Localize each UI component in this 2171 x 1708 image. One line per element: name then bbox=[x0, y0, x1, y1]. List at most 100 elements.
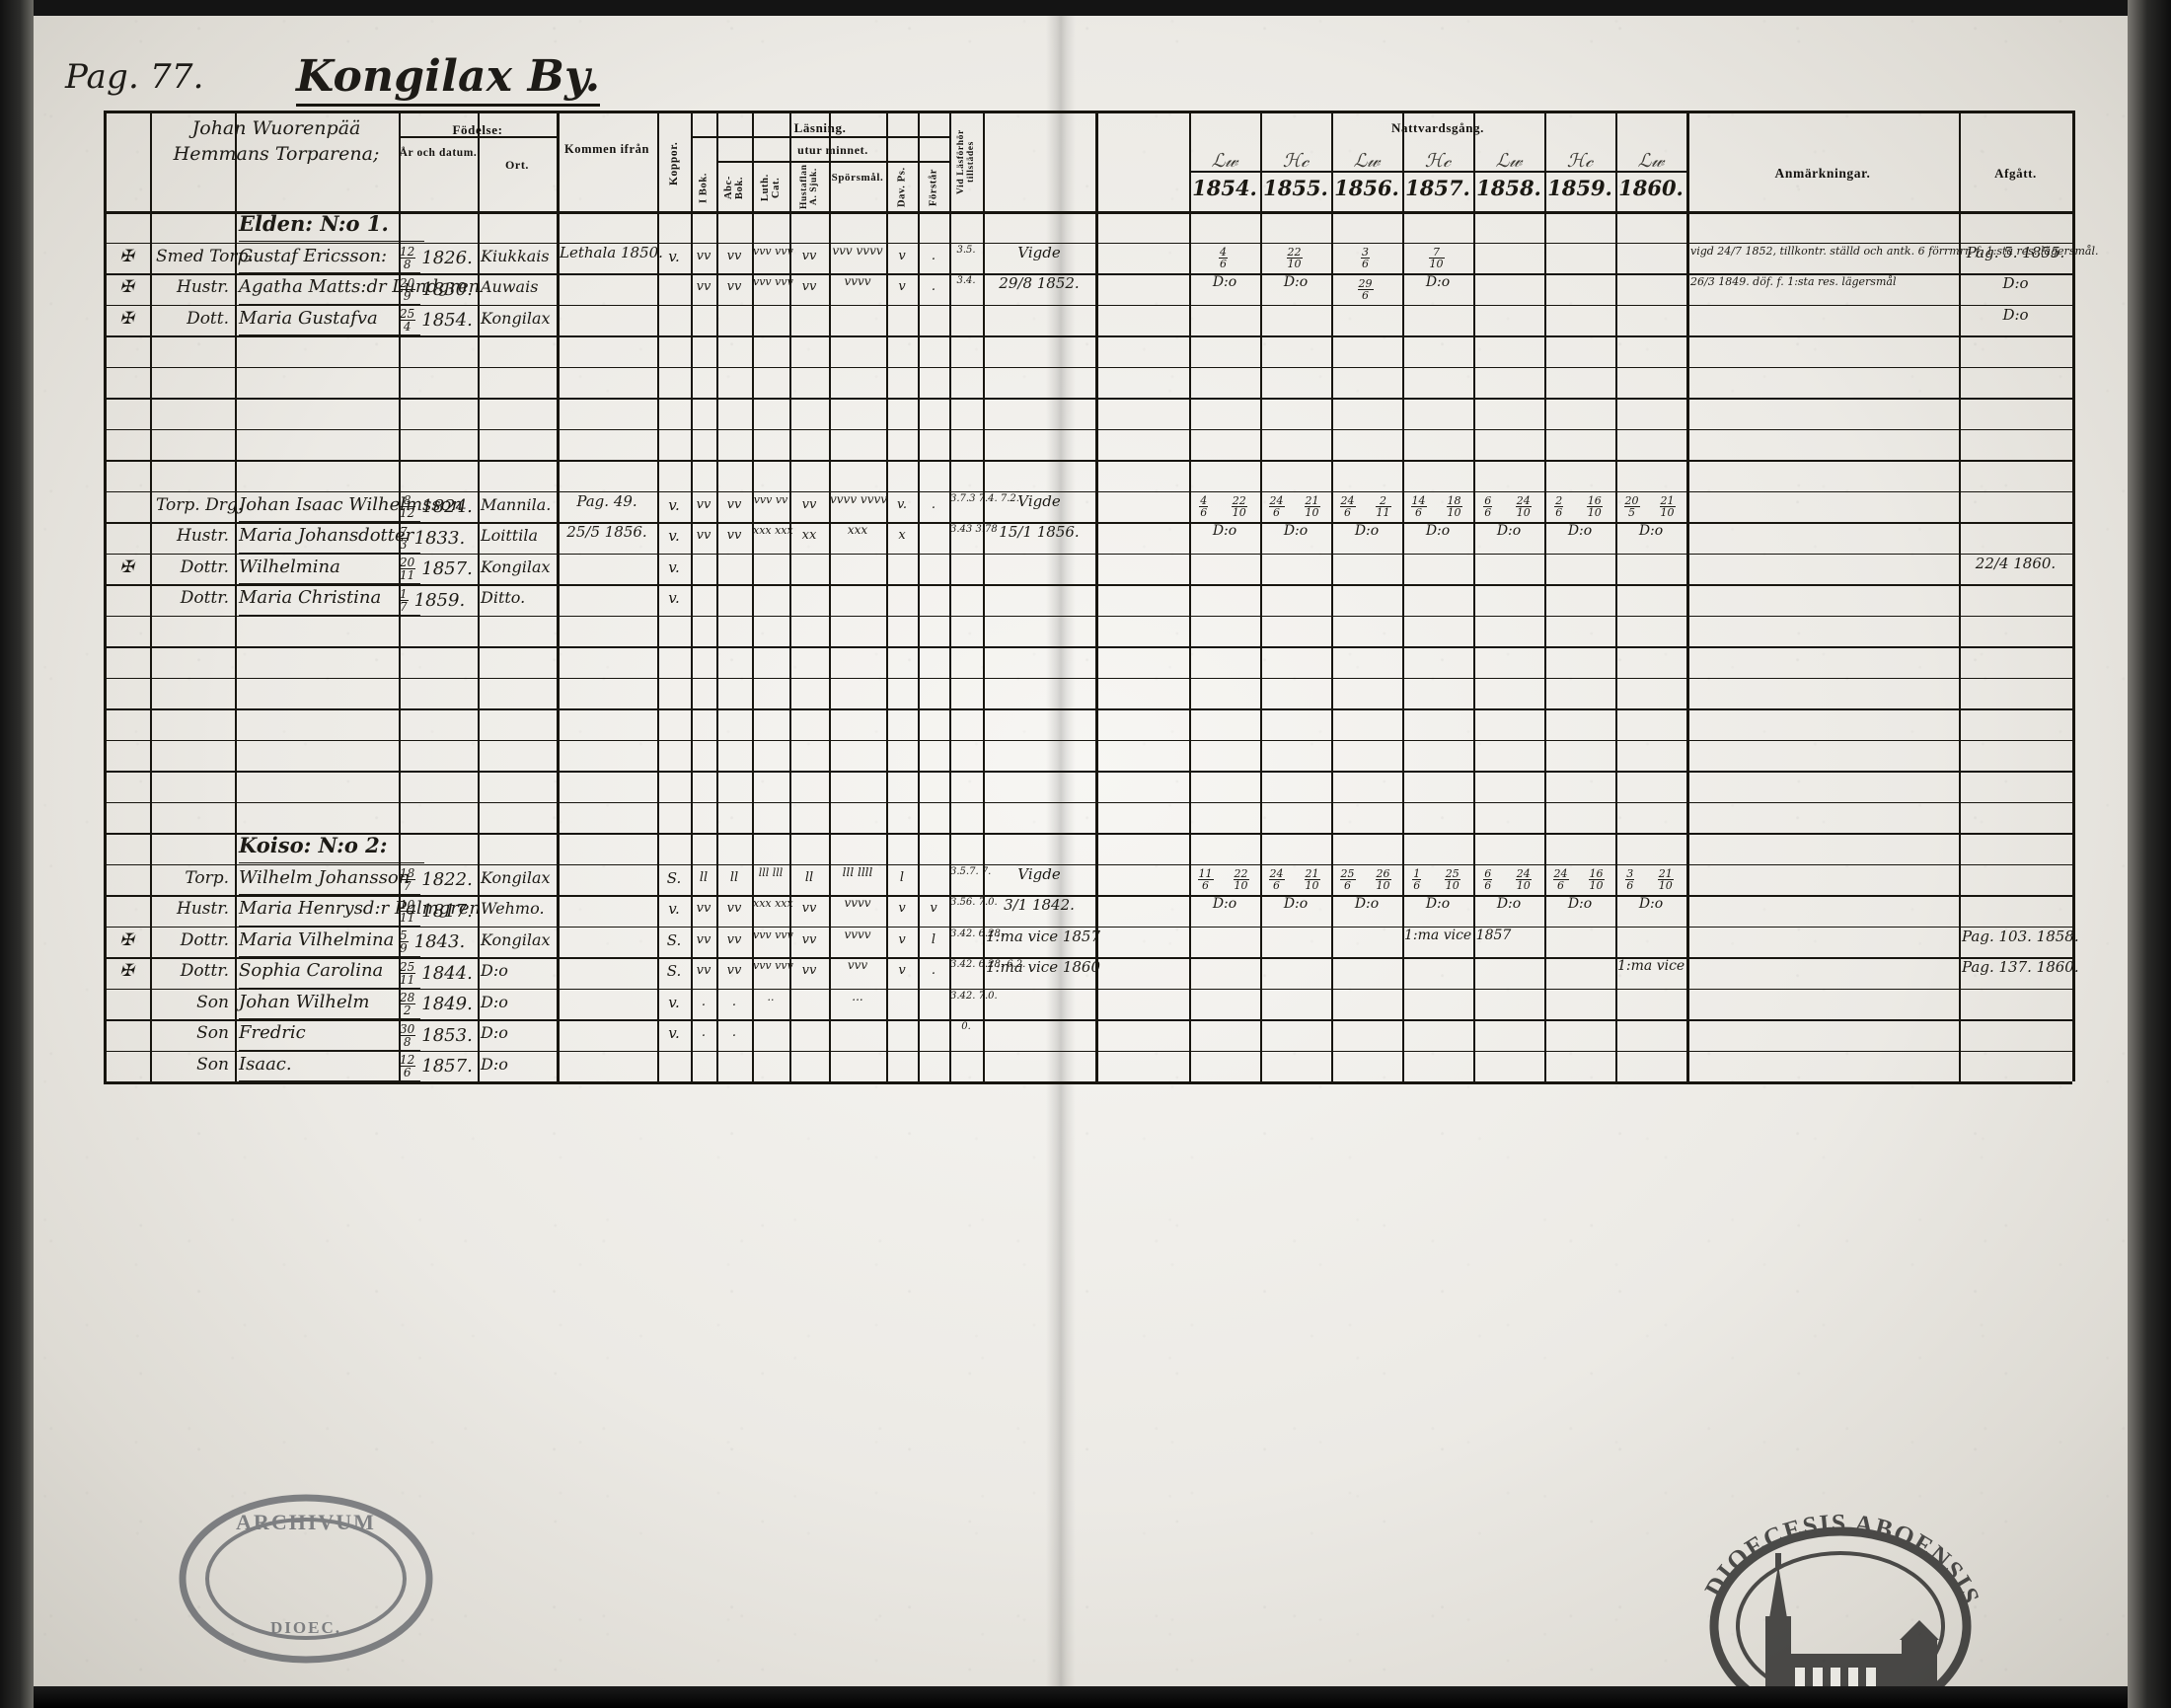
birth-place: Loittila bbox=[481, 526, 539, 545]
birth-date: 7 3 1833. bbox=[399, 524, 466, 552]
table-rule bbox=[104, 1081, 2072, 1083]
member-role: Dott. bbox=[187, 308, 229, 329]
reading-forstar: . bbox=[931, 248, 936, 263]
header-lasning: Läsning. bbox=[793, 120, 847, 135]
table-rule bbox=[104, 615, 2072, 618]
table-rule bbox=[104, 957, 2072, 959]
communion-note: 3/1 1842. bbox=[1004, 896, 1075, 914]
reading-abc: vv bbox=[726, 963, 742, 978]
birth-place: Kongilax bbox=[481, 308, 551, 328]
table-rule bbox=[886, 111, 888, 1081]
reading-luth-cat: xxx xxx bbox=[753, 897, 793, 910]
table-rule bbox=[150, 111, 152, 1081]
communion-note: Vigde bbox=[1017, 243, 1061, 261]
reading-sporsmal: vvvv bbox=[844, 274, 871, 288]
table-rule bbox=[1189, 171, 1686, 174]
present-at-exam: 0. bbox=[961, 1021, 971, 1032]
communion-entry: 7 10 bbox=[1428, 246, 1445, 271]
reading-i-bok: vv bbox=[696, 963, 711, 978]
birth-date: 30 8 1853. bbox=[399, 1021, 473, 1049]
member-role: Dottr. bbox=[180, 961, 229, 981]
member-mark: ✠ bbox=[119, 929, 134, 950]
table-rule bbox=[789, 111, 791, 1081]
reading-hustaflan: ll bbox=[804, 869, 814, 885]
birth-place: D:o bbox=[481, 992, 508, 1011]
reading-luth-cat: vvv vvv bbox=[753, 275, 793, 288]
reading-dav-ps: l bbox=[899, 869, 905, 885]
scan-edge-right bbox=[2128, 0, 2171, 1708]
table-rule bbox=[657, 111, 659, 1081]
birth-place: D:o bbox=[481, 961, 508, 980]
table-rule bbox=[104, 771, 2072, 773]
birth-date: 1 7 1859. bbox=[399, 586, 466, 614]
note-text: 26/3 1849. döf. f. 1:sta res. lägersmål bbox=[1690, 275, 1897, 288]
member-name: Maria Vilhelmina bbox=[239, 929, 420, 957]
birth-date: 12 6 1857. bbox=[399, 1053, 473, 1080]
table-rule bbox=[1189, 111, 1191, 1081]
reading-forstar: . bbox=[931, 963, 936, 978]
table-rule bbox=[104, 739, 2072, 742]
table-rule bbox=[104, 366, 2072, 369]
member-name: Isaac. bbox=[239, 1054, 420, 1081]
communion-note: Vigde bbox=[1017, 491, 1061, 510]
table-rule bbox=[691, 111, 693, 1081]
reading-sporsmal: xxx bbox=[847, 523, 868, 537]
came-from: Pag. 49. bbox=[576, 491, 637, 510]
birth-place: Auwais bbox=[481, 277, 539, 296]
reading-dav-ps: x bbox=[898, 528, 906, 543]
smallpox-mark: v. bbox=[668, 900, 680, 918]
table-rule bbox=[1959, 111, 1961, 1081]
table-rule bbox=[716, 161, 949, 163]
communion-entry: D:o bbox=[1496, 896, 1522, 912]
birth-date: 10 11 1817. bbox=[399, 897, 473, 925]
reading-forstar: l bbox=[931, 931, 936, 947]
table-rule bbox=[1615, 111, 1617, 1081]
header-fodelse: Födelse: bbox=[399, 122, 557, 138]
reading-abc: vv bbox=[726, 248, 742, 263]
departed-text: D:o bbox=[2002, 274, 2029, 292]
birth-date: 12 8 1826. bbox=[399, 245, 473, 272]
table-rule bbox=[104, 801, 2072, 804]
communion-entry: 22 10 bbox=[1286, 246, 1303, 271]
table-rule bbox=[104, 111, 2072, 113]
communion-entry: D:o bbox=[1496, 523, 1522, 539]
svg-text:DIOEC.: DIOEC. bbox=[270, 1618, 341, 1637]
communion-year-header: 1856. bbox=[1334, 176, 1399, 200]
communion-entry: 1 6 25 10 bbox=[1412, 867, 1460, 893]
communion-entry: D:o bbox=[1567, 896, 1593, 912]
smallpox-mark: S. bbox=[666, 930, 682, 949]
communion-entry: 14 6 18 10 bbox=[1410, 494, 1462, 520]
reading-i-bok: vv bbox=[696, 279, 711, 294]
reading-i-bok: vv bbox=[696, 931, 711, 947]
came-from: Lethala 1850. bbox=[560, 243, 663, 261]
table-rule bbox=[1331, 111, 1333, 1081]
reading-i-bok: vv bbox=[696, 248, 711, 263]
header-utur-minnet: utur minnet. bbox=[797, 143, 868, 157]
communion-entry: D:o bbox=[1283, 896, 1309, 912]
table-rule bbox=[2072, 111, 2075, 1081]
header-sporsmal: Spörsmål. bbox=[831, 172, 884, 184]
reading-hustaflan: vv bbox=[801, 496, 817, 512]
present-at-exam: 3.5. bbox=[956, 244, 976, 256]
reading-abc: . bbox=[731, 1025, 737, 1040]
reading-i-bok: vv bbox=[696, 901, 711, 916]
birth-place: D:o bbox=[481, 1054, 508, 1074]
reading-dav-ps: v bbox=[898, 963, 906, 978]
smallpox-mark: v. bbox=[668, 557, 680, 576]
reading-abc: . bbox=[731, 994, 737, 1009]
communion-entry: 24 6 16 10 bbox=[1552, 867, 1605, 893]
reading-abc: ll bbox=[729, 869, 739, 885]
scan-edge-top bbox=[0, 0, 2171, 16]
member-mark: ✠ bbox=[119, 961, 134, 981]
smallpox-mark: v. bbox=[668, 1024, 680, 1042]
reading-abc: vv bbox=[726, 931, 742, 947]
communion-entry: 6 6 24 10 bbox=[1483, 867, 1532, 893]
table-rule bbox=[1544, 111, 1546, 1081]
birth-date: 25 4 1854. bbox=[399, 307, 473, 334]
reading-sporsmal: ... bbox=[852, 989, 863, 1003]
reading-i-bok: . bbox=[701, 994, 707, 1009]
reading-sporsmal: vvvv bbox=[844, 896, 871, 910]
svg-text:DIOECESIS ABOENSIS MAGN: DIOECESIS ABOENSIS MAGN bbox=[1692, 1510, 1988, 1616]
member-role: Dottr. bbox=[180, 929, 229, 950]
member-name: Fredric bbox=[239, 1022, 420, 1051]
